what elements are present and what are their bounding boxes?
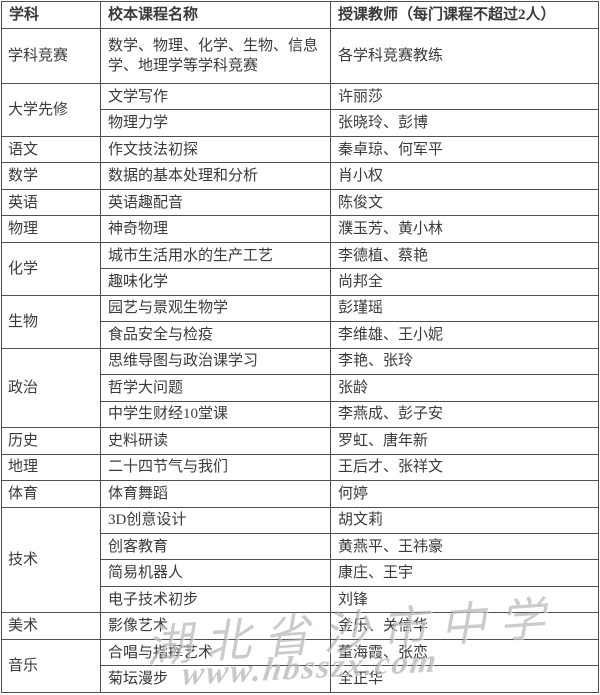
teacher-cell: 董海霞、张恋 — [330, 638, 599, 667]
table-row: 创客教育 黄燕平、王祎豪 — [2, 532, 599, 561]
teacher-cell: 李维雄、王小妮 — [330, 321, 599, 349]
course-name-cell: 思维导图与政治课学习 — [100, 347, 331, 376]
course-name-cell: 数据的基本处理和分析 — [100, 162, 331, 190]
course-name-cell: 城市生活用水的生产工艺 — [100, 241, 331, 270]
teacher-cell: 张龄 — [330, 374, 599, 402]
teacher-cell: 黄燕平、王祎豪 — [330, 532, 599, 561]
subject-cell: 生物 — [1, 294, 101, 349]
table-row: 历史 史料研读 罗虹、唐年新 — [1, 427, 599, 455]
course-name-cell: 简易机器人 — [100, 559, 331, 587]
subject-cell: 大学先修 — [1, 83, 101, 137]
course-name-cell: 哲学大问题 — [100, 374, 331, 402]
teacher-cell: 胡文莉 — [330, 506, 599, 534]
table-row: 菊坛漫步 全正华 — [2, 665, 599, 693]
teacher-cell: 金乐、关信华 — [330, 612, 599, 640]
subject-cell: 数学 — [1, 162, 101, 190]
teacher-cell: 濮玉芳、黄小林 — [330, 215, 599, 243]
subject-cell: 语文 — [1, 135, 101, 164]
teacher-cell: 许丽莎 — [330, 82, 599, 111]
course-table-header: 学科 校本课程名称 授课教师（每门课程不超过2人） — [1, 1, 599, 29]
table-row: 英语 英语趣配音 陈俊文 — [1, 188, 599, 217]
col-header-subject: 学科 — [1, 1, 101, 29]
table-row: 食品安全与检疫 李维雄、王小妮 — [2, 321, 599, 349]
teacher-cell: 康庄、王宇 — [330, 559, 599, 587]
course-name-cell: 文学写作 — [100, 82, 331, 111]
subject-cell: 音乐 — [1, 638, 101, 694]
course-name-cell: 神奇物理 — [100, 215, 331, 243]
table-row: 音乐 合唱与指挥艺术 董海霞、张恋 — [1, 638, 599, 694]
table-row: 物理力学 张晓玲、彭博 — [2, 109, 599, 137]
course-name-cell: 食品安全与检疫 — [100, 321, 331, 349]
subject-cell: 体育 — [1, 480, 101, 508]
subject-cell: 美术 — [1, 612, 101, 640]
teacher-cell: 肖小权 — [330, 162, 599, 190]
table-row: 简易机器人 康庄、王宇 — [2, 559, 599, 587]
course-name-cell: 作文技法初探 — [100, 135, 331, 164]
subject-cell: 历史 — [1, 427, 101, 455]
course-name-cell: 英语趣配音 — [100, 188, 331, 217]
table-row: 电子技术初步 刘锋 — [2, 585, 599, 614]
course-name-cell: 数学、物理、化学、生物、信息学、地理学等学科竞赛 — [100, 28, 331, 84]
course-name-cell: 园艺与景观生物学 — [100, 294, 331, 323]
course-name-cell: 影像艺术 — [100, 612, 331, 640]
teacher-cell: 王后才、张祥文 — [330, 453, 599, 482]
subject-cell: 技术 — [1, 506, 101, 614]
subject-cell: 化学 — [1, 241, 101, 296]
table-row: 语文 作文技法初探 秦卓琼、何军平 — [1, 135, 599, 164]
course-table-body: 学科竞赛 数学、物理、化学、生物、信息学、地理学等学科竞赛 各学科竞赛教练 大学先修文… — [1, 28, 599, 694]
teacher-cell: 陈俊文 — [330, 188, 599, 217]
teacher-cell: 李艳、张玲 — [330, 347, 599, 376]
table-row: 地理 二十四节气与我们 王后才、张祥文 — [1, 453, 599, 482]
teacher-cell: 李燕成、彭子安 — [330, 400, 599, 429]
table-row: 美术 影像艺术 金乐、关信华 — [1, 612, 599, 640]
teacher-cell: 全正华 — [330, 665, 599, 693]
header-row: 学科 校本课程名称 授课教师（每门课程不超过2人） — [1, 1, 599, 29]
teacher-cell: 张晓玲、彭博 — [330, 109, 599, 137]
subject-cell: 政治 — [1, 347, 101, 429]
subject-cell: 英语 — [1, 188, 101, 217]
table-row: 政治 思维导图与政治课学习 李艳、张玲 — [1, 347, 599, 429]
table-row: 体育 体育舞蹈 何婷 — [1, 480, 599, 508]
course-name-cell: 创客教育 — [100, 532, 331, 561]
course-name-cell: 合唱与指挥艺术 — [100, 638, 331, 667]
course-name-cell: 电子技术初步 — [100, 585, 331, 614]
course-name-cell: 趣味化学 — [100, 268, 331, 296]
table-row: 大学先修 文学写作 许丽莎 — [1, 82, 599, 137]
course-name-cell: 物理力学 — [100, 109, 331, 137]
table-row: 物理 神奇物理 濮玉芳、黄小林 — [1, 215, 599, 243]
teacher-cell: 各学科竞赛教练 — [330, 28, 599, 84]
course-name-cell: 史料研读 — [100, 427, 331, 455]
table-row: 学科竞赛 数学、物理、化学、生物、信息学、地理学等学科竞赛 各学科竞赛教练 — [1, 28, 599, 84]
course-name-cell: 菊坛漫步 — [100, 665, 331, 693]
subject-cell: 学科竞赛 — [1, 28, 101, 84]
teacher-cell: 尚邦全 — [330, 268, 599, 296]
teacher-cell: 彭瑾瑶 — [330, 294, 599, 323]
teacher-cell: 何婷 — [330, 480, 599, 508]
course-name-cell: 3D创意设计 — [100, 506, 331, 534]
table-row: 中学生财经10堂课 李燕成、彭子安 — [2, 400, 599, 429]
teacher-cell: 罗虹、唐年新 — [330, 427, 599, 455]
course-name-cell: 中学生财经10堂课 — [100, 400, 331, 429]
table-row: 生物 园艺与景观生物学 彭瑾瑶 — [1, 294, 599, 349]
subject-cell: 地理 — [1, 453, 101, 482]
teacher-cell: 刘锋 — [330, 585, 599, 614]
col-header-teachers: 授课教师（每门课程不超过2人） — [330, 1, 599, 29]
table-row: 化学 城市生活用水的生产工艺 李德植、蔡艳 — [1, 241, 599, 296]
teacher-cell: 李德植、蔡艳 — [330, 241, 599, 270]
teacher-cell: 秦卓琼、何军平 — [330, 135, 599, 164]
table-row: 技术 3D创意设计 胡文莉 — [1, 506, 599, 614]
col-header-course-name: 校本课程名称 — [100, 1, 331, 29]
table-row: 哲学大问题 张龄 — [2, 374, 599, 402]
course-name-cell: 体育舞蹈 — [100, 480, 331, 508]
subject-cell: 物理 — [1, 215, 101, 243]
course-name-cell: 二十四节气与我们 — [100, 453, 331, 482]
table-row: 趣味化学 尚邦全 — [2, 268, 599, 296]
table-row: 数学 数据的基本处理和分析 肖小权 — [1, 162, 599, 190]
